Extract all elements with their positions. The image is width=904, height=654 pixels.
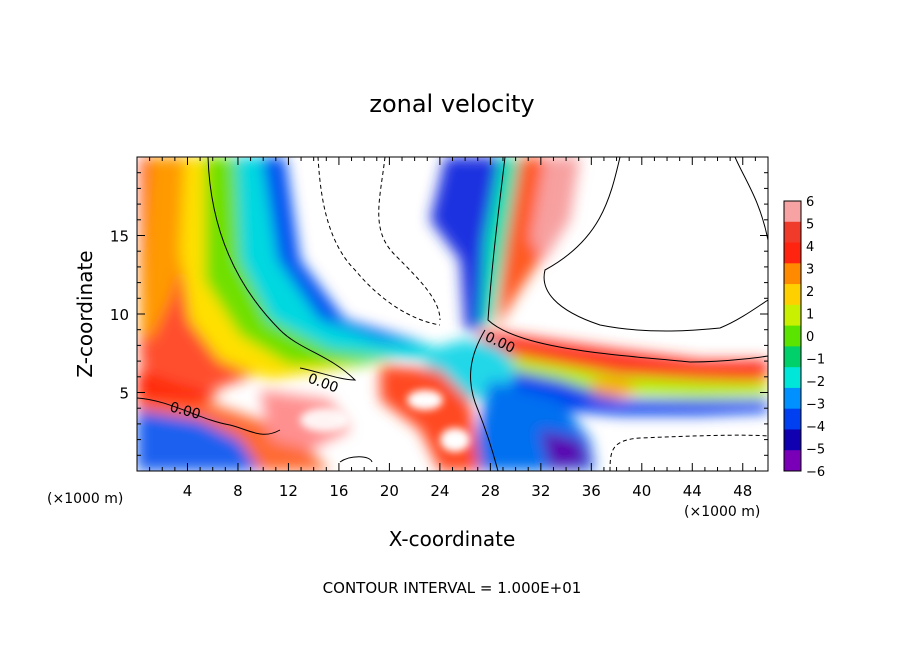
colorbar-swatch — [784, 408, 801, 430]
colorbar-frame — [783, 200, 802, 472]
x-tick-label: 48 — [733, 482, 752, 500]
x-tick-label: 36 — [582, 482, 601, 500]
colorbar-label: 4 — [806, 240, 814, 255]
colorbar-label: −5 — [806, 443, 825, 458]
x-tick-label: 4 — [183, 482, 193, 500]
negative-contour-bottom — [609, 434, 768, 471]
colorbar-label: 6 — [806, 195, 814, 210]
zero-contour-right — [487, 157, 768, 363]
small-contour-loop — [339, 456, 373, 463]
y-axis: 5 10 15 — [110, 172, 768, 456]
colorbar-swatch — [784, 242, 801, 264]
colorbar-label: −6 — [806, 465, 825, 480]
colorbar-swatch — [784, 346, 801, 368]
colorbar-label: −2 — [806, 375, 825, 390]
colorbar-label: −4 — [806, 420, 825, 435]
x-axis-title: X-coordinate — [389, 527, 516, 551]
zero-contour-lower — [137, 397, 281, 435]
zero-contour-center — [470, 329, 499, 471]
colorbar-swatch — [784, 325, 801, 347]
x-tick-label: 44 — [683, 482, 702, 500]
contour-label: 0.00 — [168, 399, 202, 423]
colorbar-label: 2 — [806, 285, 814, 300]
colorbar-swatch — [784, 221, 801, 244]
chart-title: zonal velocity — [369, 90, 534, 118]
colorbar-swatch — [784, 201, 801, 223]
colorbar-label: 1 — [806, 308, 814, 323]
y-axis-title: Z-coordinate — [73, 250, 97, 377]
x-tick-label: 24 — [430, 482, 449, 500]
velocity-field — [137, 157, 768, 471]
colorbar-swatch — [784, 284, 801, 306]
colorbar-swatch — [784, 387, 801, 410]
positive-contour-right — [543, 157, 768, 332]
negative-contour-top — [317, 157, 441, 326]
colorbar-label: −1 — [806, 353, 825, 368]
x-unit-right: (×1000 m) — [684, 504, 760, 520]
negative-contour-mid — [378, 157, 441, 321]
contour-interval-note: CONTOUR INTERVAL = 1.000E+01 — [323, 579, 582, 597]
x-axis: 4 8 12 16 20 24 28 32 36 40 44 48 — [149, 157, 756, 500]
x-tick-label: 8 — [233, 482, 243, 500]
x-unit-left: (×1000 m) — [47, 491, 123, 507]
y-tick-label: 10 — [110, 306, 129, 324]
x-tick-label: 40 — [632, 482, 651, 500]
contour-lines — [137, 157, 768, 471]
colorbar-label: 0 — [806, 330, 814, 345]
x-tick-label: 32 — [531, 482, 550, 500]
colorbar-swatch — [784, 429, 801, 451]
colorbar-swatch — [784, 450, 801, 472]
positive-contour-edge — [734, 157, 768, 241]
colorbar-label: 3 — [806, 263, 814, 278]
x-tick-label: 12 — [279, 482, 298, 500]
colorbar-swatch — [784, 263, 801, 285]
colorbar: 6 5 4 3 2 1 0 −1 −2 −3 −4 −5 −6 — [783, 195, 825, 480]
colorbar-swatch — [784, 304, 801, 327]
y-tick-label: 5 — [119, 385, 129, 403]
zero-contour-left — [207, 157, 357, 381]
colorbar-label: −3 — [806, 398, 825, 413]
colorbar-label: 5 — [806, 218, 814, 233]
colorbar-swatch — [784, 367, 801, 389]
x-tick-label: 20 — [380, 482, 399, 500]
y-tick-label: 15 — [110, 228, 129, 246]
x-tick-label: 28 — [481, 482, 500, 500]
x-tick-label: 16 — [329, 482, 348, 500]
